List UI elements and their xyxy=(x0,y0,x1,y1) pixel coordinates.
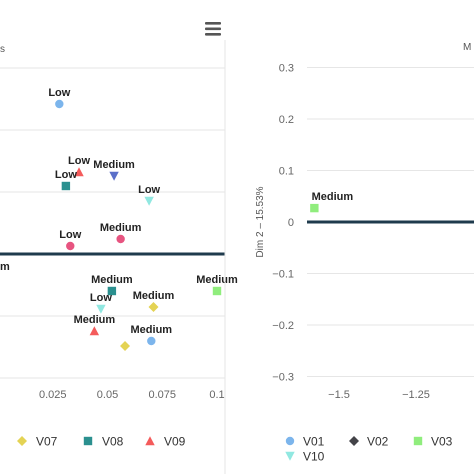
legend-item-v09[interactable]: V09 xyxy=(145,435,186,449)
point-label: Medium xyxy=(91,274,133,286)
right-data-points: Medium xyxy=(310,191,354,213)
legend-item-v01[interactable]: V01 xyxy=(285,435,325,449)
legend-item-v10[interactable]: V10 xyxy=(285,450,325,464)
data-point[interactable] xyxy=(89,326,100,336)
right-y-axis-label: Dim 2 – 15.53% xyxy=(255,186,266,257)
legend-label: V07 xyxy=(36,435,58,449)
right-y-tick-label: 0.1 xyxy=(279,166,294,178)
point-label: Medium xyxy=(93,159,135,171)
right-y-tick-label: 0.3 xyxy=(279,63,294,75)
left-gridlines xyxy=(0,67,225,379)
point-label: Medium xyxy=(196,274,238,286)
data-point[interactable] xyxy=(61,181,71,191)
point-label: Low xyxy=(68,155,90,167)
legend-marker[interactable] xyxy=(285,451,295,461)
legend-label: V02 xyxy=(367,435,389,449)
data-point[interactable] xyxy=(109,171,119,181)
left-partial-axis-title: s xyxy=(0,44,5,55)
data-point[interactable] xyxy=(116,234,125,244)
point-label: Low xyxy=(90,292,112,304)
legend-marker[interactable] xyxy=(145,436,155,446)
point-label: Medium xyxy=(74,314,116,326)
legend-marker[interactable] xyxy=(413,436,423,446)
legend-label: V09 xyxy=(164,435,186,449)
legend-item-v02[interactable]: V02 xyxy=(349,435,389,449)
legend-label: V03 xyxy=(431,435,453,449)
right-y-tick-label: 0.2 xyxy=(279,114,294,126)
point-label: Low xyxy=(55,169,77,181)
right-x-tick-label: −1.25 xyxy=(402,389,430,401)
right-x-tick-label: −1.5 xyxy=(328,389,350,401)
point-label: Low xyxy=(59,229,81,241)
right-y-tick-label: 0 xyxy=(288,217,294,229)
point-label: Low xyxy=(138,184,160,196)
right-partial-axis-title: M xyxy=(463,42,471,53)
left-zero-line-label: m xyxy=(0,261,10,273)
legend-marker[interactable] xyxy=(17,436,27,446)
legend-item-v08[interactable]: V08 xyxy=(83,435,124,449)
point-label: Medium xyxy=(100,222,142,234)
hamburger-menu-icon[interactable] xyxy=(205,22,221,36)
left-x-tick-label: 0.1 xyxy=(209,389,224,401)
data-point[interactable] xyxy=(212,286,222,296)
data-point[interactable] xyxy=(55,99,64,109)
right-scatter-panel: M Dim 2 – 15.53% 0.30.20.10−0.1−0.2−0.3 … xyxy=(255,42,474,401)
point-label: Medium xyxy=(133,290,175,302)
data-point[interactable] xyxy=(107,286,117,296)
legend-label: V08 xyxy=(102,435,124,449)
right-y-tick-label: −0.1 xyxy=(272,269,294,281)
legend-marker[interactable] xyxy=(349,436,359,446)
data-point[interactable] xyxy=(96,304,106,314)
legend-item-v07[interactable]: V07 xyxy=(17,435,58,449)
legend-label: V10 xyxy=(303,450,325,464)
right-y-ticks: 0.3 0.2 0.1 0 −0.1 −0.2 −0.3 xyxy=(272,63,294,384)
left-x-tick-label: 0.075 xyxy=(148,389,176,401)
left-legend: V07 V08 V09 xyxy=(17,435,186,449)
left-x-tick-label: 0.05 xyxy=(97,389,118,401)
data-point[interactable] xyxy=(147,336,156,346)
data-point[interactable] xyxy=(120,341,131,351)
legend-label: V01 xyxy=(303,435,325,449)
data-point[interactable] xyxy=(66,241,75,251)
point-label: Medium xyxy=(131,324,173,336)
left-scatter-panel: s m 0.025 0.05 0.075 0.1 LowLowLowMediumLow… xyxy=(0,40,238,474)
right-y-tick-label: −0.3 xyxy=(272,372,294,384)
point-label: Medium xyxy=(312,191,354,203)
data-point[interactable] xyxy=(74,167,84,177)
data-point[interactable] xyxy=(144,196,154,206)
left-data-points: LowLowLowMediumLowLowMediumMediumMediumM… xyxy=(48,87,238,351)
left-x-ticks: 0.025 0.05 0.075 0.1 xyxy=(39,389,225,401)
legend-marker[interactable] xyxy=(83,436,93,446)
right-y-tick-label: −0.2 xyxy=(272,320,294,332)
left-x-tick-label: 0.025 xyxy=(39,389,67,401)
legend-marker[interactable] xyxy=(285,436,295,446)
legend-item-v03[interactable]: V03 xyxy=(413,435,453,449)
data-point[interactable] xyxy=(310,203,319,213)
right-x-ticks: −1.5−1.25−1 xyxy=(328,389,430,401)
point-label: Low xyxy=(48,87,70,99)
right-legend: V01 V02 V03 V10 xyxy=(285,435,453,464)
data-point[interactable] xyxy=(148,302,159,312)
right-gridlines xyxy=(307,67,474,377)
